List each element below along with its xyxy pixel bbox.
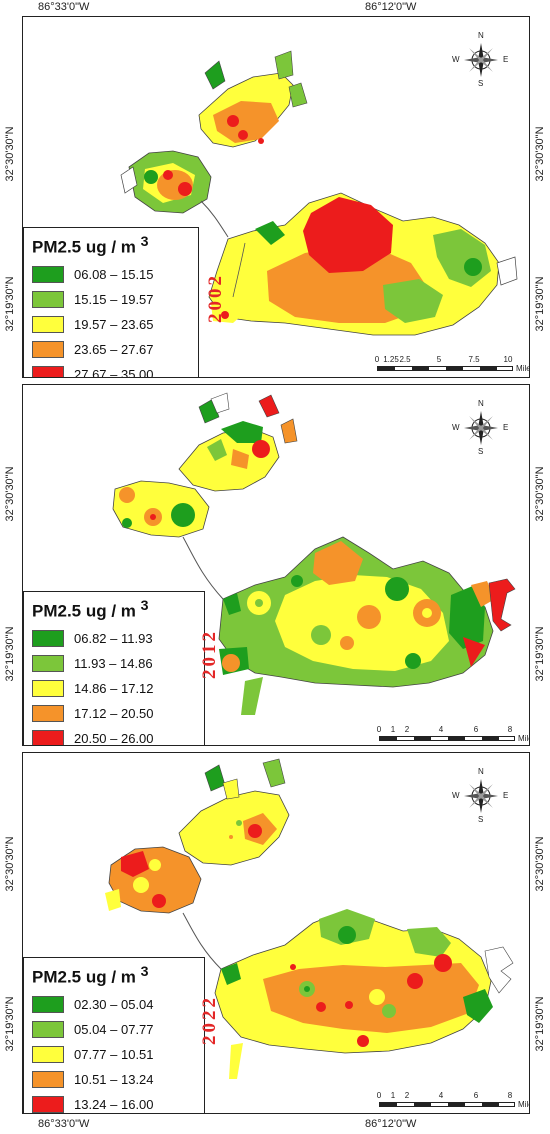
latitude-label-right: 32°19'30"N — [534, 276, 546, 332]
legend-title: PM2.5 ug / m 3 — [32, 234, 149, 257]
compass-east-label: E — [503, 791, 509, 800]
legend-item: 14.86 – 17.12 — [32, 678, 196, 700]
legend-item: 20.50 – 26.00 — [32, 728, 196, 745]
scale-bar: 0 1 2 4 6 8 Miles — [376, 1091, 529, 1109]
legend-swatch — [32, 705, 64, 723]
latitude-label-right: 32°30'30"N — [534, 126, 546, 182]
legend-swatch — [32, 1046, 64, 1064]
compass-east-label: E — [503, 423, 509, 432]
scale-bar: 0 1 2 4 6 8 Miles — [376, 725, 529, 743]
legend-swatch — [32, 996, 64, 1014]
scale-bar-graphic — [379, 1102, 515, 1107]
scale-bar: 0 1.25 2.5 5 7.5 10 Miles — [374, 355, 529, 373]
legend: PM2.5 ug / m 3 06.82 – 11.93 11.93 – 14.… — [23, 591, 205, 745]
legend-item: 07.77 – 10.51 — [32, 1044, 196, 1066]
latitude-label-left: 32°30'30"N — [4, 126, 16, 182]
compass-south-label: S — [478, 815, 484, 824]
latitude-label-left: 32°30'30"N — [4, 466, 16, 522]
legend-item: 06.82 – 11.93 — [32, 628, 196, 650]
longitude-label-top-left: 86°33'0"W — [38, 1, 90, 13]
latitude-label-left: 32°19'30"N — [4, 276, 16, 332]
legend-swatch — [32, 630, 64, 648]
compass-north-label: N — [478, 767, 484, 776]
year-label: 2022 — [199, 995, 220, 1045]
legend-swatch — [32, 316, 64, 334]
legend-title: PM2.5 ug / m 3 — [32, 964, 149, 987]
map-panel-2012: N S W E PM2.5 ug / m 3 06.82 – 11.93 11.… — [22, 384, 530, 746]
north-arrow-icon: N S W E — [452, 767, 508, 824]
latitude-label-right: 32°30'30"N — [534, 466, 546, 522]
compass-north-label: N — [478, 31, 484, 40]
legend-item: 02.30 – 05.04 — [32, 994, 196, 1016]
latitude-label-left: 32°19'30"N — [4, 996, 16, 1052]
compass-west-label: W — [452, 791, 460, 800]
legend-swatch — [32, 655, 64, 673]
compass-west-label: W — [452, 55, 460, 64]
compass-east-label: E — [503, 55, 509, 64]
scale-bar-graphic — [379, 736, 515, 741]
legend-swatch — [32, 1071, 64, 1089]
legend-swatch — [32, 366, 64, 377]
compass-north-label: N — [478, 399, 484, 408]
legend-title: PM2.5 ug / m 3 — [32, 598, 149, 621]
year-label: 2002 — [205, 273, 226, 323]
legend-swatch — [32, 1096, 64, 1113]
compass-south-label: S — [478, 79, 484, 88]
year-label: 2012 — [199, 629, 220, 679]
north-arrow-icon: N S W E — [452, 399, 508, 456]
longitude-label-bottom-left: 86°33'0"W — [38, 1118, 90, 1130]
legend-swatch — [32, 266, 64, 284]
legend-swatch — [32, 730, 64, 745]
legend: PM2.5 ug / m 3 06.08 – 15.15 15.15 – 19.… — [23, 227, 199, 377]
legend-item: 10.51 – 13.24 — [32, 1069, 196, 1091]
legend-item: 15.15 – 19.57 — [32, 289, 190, 311]
compass-south-label: S — [478, 447, 484, 456]
longitude-label-bottom-right: 86°12'0"W — [365, 1118, 417, 1130]
latitude-label-right: 32°19'30"N — [534, 996, 546, 1052]
pm25-surface-map — [112, 392, 516, 715]
legend-item: 11.93 – 14.86 — [32, 653, 196, 675]
legend: PM2.5 ug / m 3 02.30 – 05.04 05.04 – 07.… — [23, 957, 205, 1113]
legend-item: 06.08 – 15.15 — [32, 264, 190, 286]
north-arrow-icon: N S W E — [452, 31, 508, 88]
longitude-label-top-right: 86°12'0"W — [365, 1, 417, 13]
legend-swatch — [32, 680, 64, 698]
legend-swatch — [32, 1021, 64, 1039]
latitude-label-left: 32°30'30"N — [4, 836, 16, 892]
legend-item: 05.04 – 07.77 — [32, 1019, 196, 1041]
legend-item: 23.65 – 27.67 — [32, 339, 190, 361]
legend-swatch — [32, 291, 64, 309]
latitude-label-left: 32°19'30"N — [4, 626, 16, 682]
legend-item: 27.67 – 35.00 — [32, 364, 190, 377]
latitude-label-right: 32°19'30"N — [534, 626, 546, 682]
pm25-surface-map — [105, 758, 514, 1079]
map-panel-2002: N S W E PM2.5 ug / m 3 06.08 – 15.15 15.… — [22, 16, 530, 378]
pm25-surface-map — [120, 50, 518, 336]
compass-west-label: W — [452, 423, 460, 432]
legend-item: 13.24 – 16.00 — [32, 1094, 196, 1113]
legend-item: 17.12 – 20.50 — [32, 703, 196, 725]
latitude-label-right: 32°30'30"N — [534, 836, 546, 892]
map-panel-2022: N S W E PM2.5 ug / m 3 02.30 – 05.04 05.… — [22, 752, 530, 1114]
legend-item: 19.57 – 23.65 — [32, 314, 190, 336]
scale-bar-graphic — [377, 366, 513, 371]
legend-swatch — [32, 341, 64, 359]
